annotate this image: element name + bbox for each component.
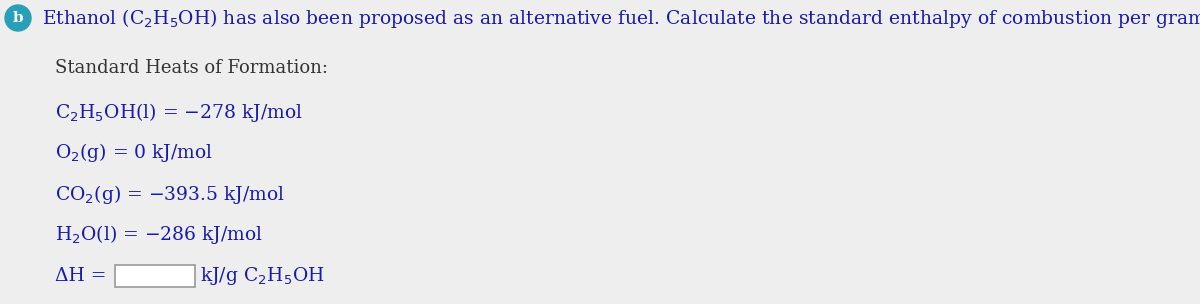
Text: Ethanol (C$_2$H$_5$OH) has also been proposed as an alternative fuel. Calculate : Ethanol (C$_2$H$_5$OH) has also been pro… [42, 6, 1200, 29]
Text: b: b [13, 11, 23, 25]
Text: O$_2$(g) = 0 kJ/mol: O$_2$(g) = 0 kJ/mol [55, 141, 214, 164]
Text: ΔH =: ΔH = [55, 267, 113, 285]
Circle shape [5, 5, 31, 31]
Text: CO$_2$(g) = −393.5 kJ/mol: CO$_2$(g) = −393.5 kJ/mol [55, 182, 286, 206]
Text: H$_2$O(l) = −286 kJ/mol: H$_2$O(l) = −286 kJ/mol [55, 223, 263, 247]
Text: kJ/g C$_2$H$_5$OH: kJ/g C$_2$H$_5$OH [200, 265, 325, 287]
FancyBboxPatch shape [115, 265, 194, 287]
Text: Standard Heats of Formation:: Standard Heats of Formation: [55, 59, 328, 77]
Text: C$_2$H$_5$OH(l) = −278 kJ/mol: C$_2$H$_5$OH(l) = −278 kJ/mol [55, 101, 302, 123]
